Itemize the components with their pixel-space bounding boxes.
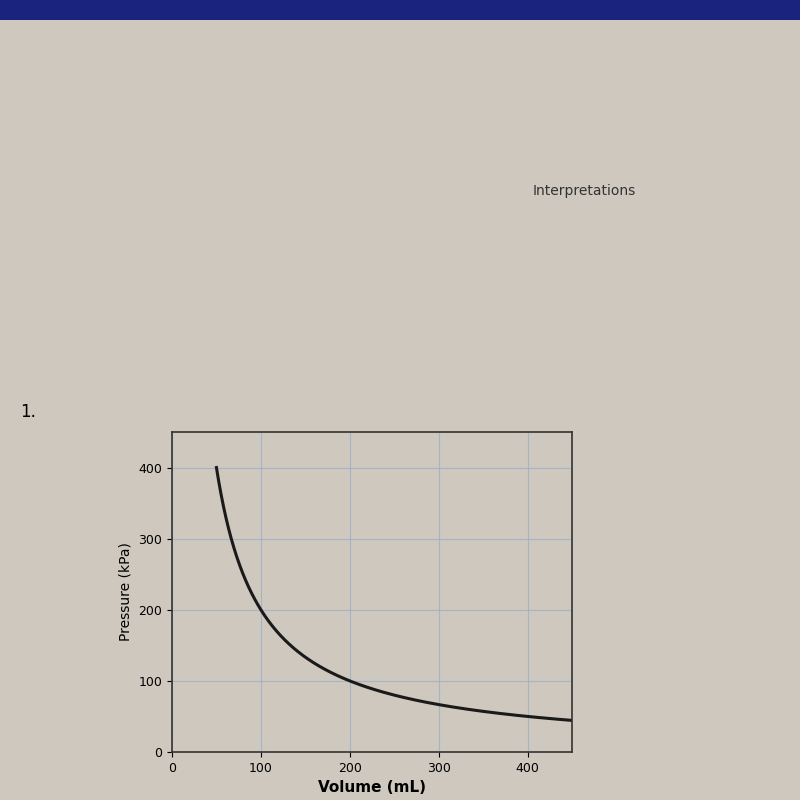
Y-axis label: Pressure (kPa): Pressure (kPa) <box>119 542 133 642</box>
Text: 1.: 1. <box>20 403 36 421</box>
Text: Interpretations: Interpretations <box>532 184 636 198</box>
X-axis label: Volume (mL): Volume (mL) <box>318 780 426 795</box>
